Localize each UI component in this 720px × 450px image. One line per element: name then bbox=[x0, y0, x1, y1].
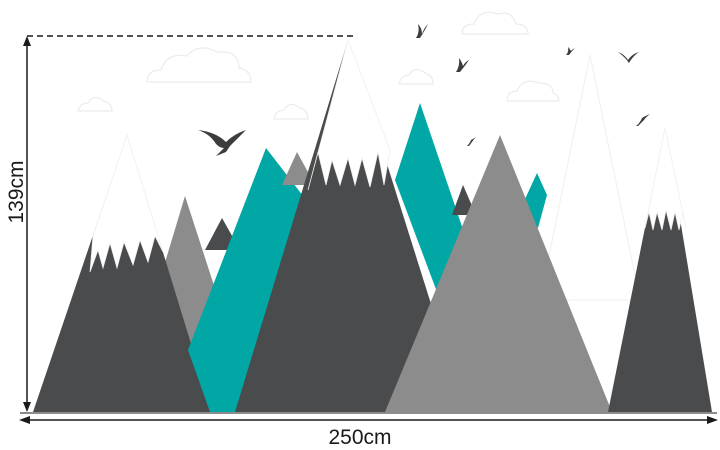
snowcap-right bbox=[644, 127, 687, 231]
eagle-icon bbox=[198, 130, 246, 156]
cloud bbox=[77, 96, 113, 112]
birds bbox=[198, 24, 650, 156]
dark-mountain-right bbox=[608, 128, 712, 412]
snowcap-center bbox=[307, 38, 391, 191]
bird-icon bbox=[467, 137, 476, 146]
cloud bbox=[506, 80, 560, 102]
bird-icon bbox=[416, 24, 428, 38]
arrowhead-up bbox=[23, 36, 31, 46]
height-label: 139cm bbox=[5, 160, 28, 224]
width-label: 250cm bbox=[328, 426, 392, 449]
cloud bbox=[398, 68, 434, 85]
arrowhead-left bbox=[19, 416, 30, 424]
bird-icon bbox=[636, 114, 650, 126]
bird-icon bbox=[618, 52, 639, 63]
gray-mountain-center bbox=[385, 135, 612, 412]
dark-mountain-center bbox=[235, 40, 465, 412]
teal-mountain-center bbox=[395, 103, 470, 300]
bird-icon bbox=[456, 58, 469, 72]
cloud bbox=[273, 103, 309, 120]
clouds bbox=[77, 11, 560, 120]
arrowhead-right bbox=[707, 416, 718, 424]
dark-mountain-left bbox=[33, 135, 212, 412]
cloud bbox=[461, 11, 529, 35]
bird-icon bbox=[566, 47, 575, 55]
white-mountain-right bbox=[539, 54, 641, 301]
cloud bbox=[146, 47, 252, 83]
snowcap-left bbox=[89, 133, 164, 273]
arrowhead-down bbox=[23, 402, 31, 412]
dimension-lines bbox=[19, 35, 718, 424]
